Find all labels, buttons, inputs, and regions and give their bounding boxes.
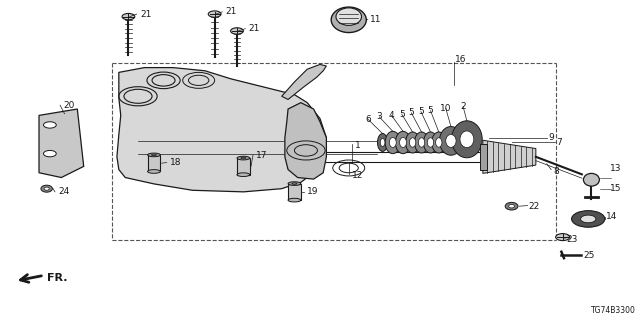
Text: 10: 10 <box>440 104 452 113</box>
Ellipse shape <box>415 132 429 153</box>
Text: 24: 24 <box>58 188 69 196</box>
Text: 5: 5 <box>418 107 424 116</box>
Ellipse shape <box>445 134 456 147</box>
Text: 9: 9 <box>548 133 554 142</box>
Text: 3: 3 <box>376 113 382 122</box>
Ellipse shape <box>505 202 518 210</box>
Text: 19: 19 <box>307 188 319 196</box>
Circle shape <box>44 122 56 128</box>
Text: 15: 15 <box>610 184 621 193</box>
Text: 1: 1 <box>355 141 361 150</box>
Ellipse shape <box>436 138 442 147</box>
Text: 21: 21 <box>225 7 237 16</box>
Ellipse shape <box>288 198 301 202</box>
Ellipse shape <box>509 204 515 208</box>
Ellipse shape <box>148 170 161 173</box>
Ellipse shape <box>237 173 250 176</box>
Ellipse shape <box>389 138 396 148</box>
Ellipse shape <box>460 131 474 148</box>
Ellipse shape <box>152 154 157 156</box>
Circle shape <box>572 211 605 227</box>
Text: FR.: FR. <box>47 273 68 283</box>
Ellipse shape <box>399 138 406 148</box>
Text: 17: 17 <box>256 151 268 160</box>
Ellipse shape <box>380 139 385 147</box>
Ellipse shape <box>336 8 362 25</box>
Polygon shape <box>282 64 326 100</box>
Text: 20: 20 <box>63 101 75 110</box>
Text: 12: 12 <box>352 171 364 180</box>
Ellipse shape <box>410 138 416 147</box>
Text: 5: 5 <box>408 108 414 117</box>
Ellipse shape <box>406 132 420 153</box>
Ellipse shape <box>148 153 161 157</box>
Text: 14: 14 <box>606 212 618 221</box>
Text: 23: 23 <box>566 235 577 244</box>
Ellipse shape <box>378 133 388 151</box>
Text: 16: 16 <box>456 55 467 64</box>
Ellipse shape <box>452 121 482 158</box>
Text: 21: 21 <box>140 10 151 19</box>
Circle shape <box>208 11 221 17</box>
Text: 18: 18 <box>170 158 181 167</box>
Ellipse shape <box>44 187 49 190</box>
Text: 5: 5 <box>428 106 433 115</box>
Ellipse shape <box>419 138 425 147</box>
Ellipse shape <box>385 131 401 154</box>
Ellipse shape <box>432 132 446 153</box>
Circle shape <box>580 215 596 223</box>
Ellipse shape <box>288 182 301 185</box>
Text: 2: 2 <box>460 102 466 111</box>
Circle shape <box>230 28 243 34</box>
Bar <box>237 158 250 175</box>
Bar <box>148 155 161 172</box>
Text: 6: 6 <box>365 115 371 124</box>
Ellipse shape <box>424 132 438 153</box>
Ellipse shape <box>331 7 366 33</box>
Text: 13: 13 <box>610 164 621 173</box>
Ellipse shape <box>428 138 434 147</box>
Bar <box>479 144 487 170</box>
Text: 7: 7 <box>556 138 562 147</box>
Ellipse shape <box>292 183 297 184</box>
Polygon shape <box>117 68 326 192</box>
Text: TG74B3300: TG74B3300 <box>591 306 636 315</box>
Text: 25: 25 <box>583 251 595 260</box>
Ellipse shape <box>396 131 411 154</box>
Polygon shape <box>39 109 84 178</box>
Text: 21: 21 <box>248 24 260 33</box>
Ellipse shape <box>584 173 600 186</box>
Text: 11: 11 <box>370 15 381 24</box>
Circle shape <box>122 13 135 20</box>
Ellipse shape <box>41 185 52 192</box>
Ellipse shape <box>237 156 250 160</box>
Text: 8: 8 <box>553 167 559 176</box>
Circle shape <box>556 234 570 241</box>
Polygon shape <box>483 140 536 173</box>
Text: 22: 22 <box>529 202 540 211</box>
Text: 5: 5 <box>399 110 404 119</box>
Bar <box>288 184 301 200</box>
Ellipse shape <box>440 126 463 155</box>
Ellipse shape <box>241 157 246 159</box>
Text: 4: 4 <box>388 111 394 120</box>
Circle shape <box>44 150 56 157</box>
Polygon shape <box>285 103 326 179</box>
